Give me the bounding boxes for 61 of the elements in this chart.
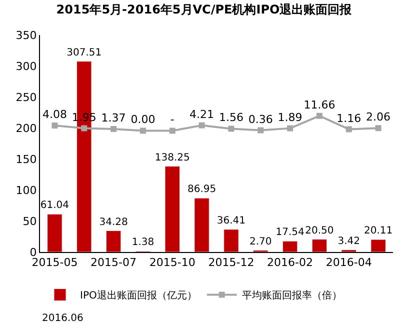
- data-label: 1.37: [101, 111, 126, 124]
- data-label: 4.08: [42, 108, 67, 122]
- data-label: 20.11: [364, 226, 393, 237]
- data-label: 11.66: [304, 98, 336, 112]
- point: [52, 122, 58, 129]
- bar: [282, 240, 298, 252]
- point: [140, 128, 146, 134]
- point: [258, 127, 264, 134]
- data-label: 307.51: [66, 47, 102, 58]
- text: 2016.06: [42, 313, 84, 324]
- y-tick-label: 350: [16, 28, 37, 42]
- bar: [312, 239, 328, 252]
- y-tick-label: 100: [16, 184, 37, 197]
- data-label: 34.28: [99, 216, 128, 228]
- bar: [370, 239, 386, 252]
- legend-label: 平均账面回报率（倍）: [242, 290, 342, 302]
- chart-title: 2015年5月-2016年5月VC/PE机构IPO退出账面回报: [56, 2, 353, 16]
- data-label: 36.41: [216, 215, 246, 226]
- data-label: 2.06: [366, 110, 391, 124]
- bar: [224, 229, 239, 252]
- x-tick-label: 2015-10: [149, 256, 196, 270]
- point: [287, 125, 294, 132]
- data-label: 1.16: [336, 112, 362, 125]
- data-label: 86.95: [187, 184, 216, 196]
- data-label: 138.25: [154, 152, 190, 164]
- y-tick-label: 50: [22, 214, 37, 228]
- bar: [194, 198, 210, 252]
- data-label: 61.04: [40, 200, 70, 212]
- y-tick-label: 150: [16, 152, 37, 166]
- data-label: 20.50: [305, 225, 334, 236]
- point: [81, 125, 88, 132]
- bar: [106, 230, 122, 252]
- x-tick-label: 2015-12: [208, 256, 254, 270]
- y-tick-label: 200: [16, 122, 37, 135]
- point: [169, 128, 176, 134]
- bar: [164, 166, 180, 252]
- bar: [47, 214, 62, 252]
- data-label: 17.54: [276, 227, 304, 238]
- point: [110, 126, 117, 132]
- data-label: 0.00: [130, 113, 156, 126]
- data-label: 0.36: [248, 112, 273, 126]
- x-tick-label: 2016-02: [267, 256, 314, 270]
- y-tick-label: 300: [16, 60, 37, 73]
- x-tick-label: 2015-07: [90, 256, 137, 270]
- point: [375, 125, 382, 132]
- data-label: 2.70: [249, 236, 272, 248]
- data-label: 3.42: [338, 236, 360, 247]
- x-tick-label: 2015-05: [32, 256, 78, 270]
- data-label: 1.89: [278, 110, 302, 124]
- y-tick-label: 250: [16, 90, 37, 104]
- point: [198, 122, 205, 128]
- y-tick-label: 0: [30, 246, 37, 259]
- data-label: 4.21: [190, 108, 214, 121]
- point: [228, 126, 234, 132]
- data-label: -: [170, 113, 174, 126]
- x-tick-label: 2016-04: [326, 256, 372, 270]
- legend-label: IPO退出账面回报（亿元）: [80, 290, 197, 302]
- data-label: 1.38: [132, 237, 154, 248]
- point: [346, 126, 352, 132]
- data-label: 1.56: [218, 111, 244, 124]
- point: [316, 112, 322, 119]
